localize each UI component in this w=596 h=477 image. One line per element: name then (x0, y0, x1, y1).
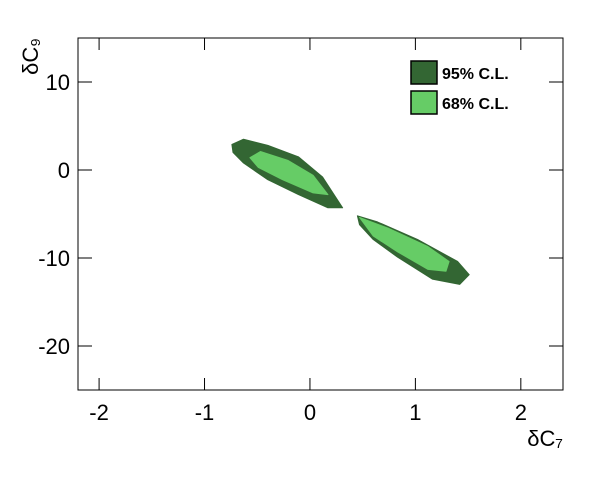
y-tick-label: -10 (38, 246, 70, 271)
y-tick-label: 0 (58, 158, 70, 183)
x-tick-label: -2 (89, 400, 109, 425)
x-tick-label: 1 (409, 400, 421, 425)
x-tick-label: -1 (195, 400, 215, 425)
legend-swatch (410, 60, 438, 85)
y-tick-label: 10 (46, 70, 70, 95)
x-tick-label: 0 (304, 400, 316, 425)
legend-label: 68% C.L. (442, 96, 509, 113)
legend-swatch (410, 90, 438, 115)
legend-label: 95% C.L. (442, 66, 509, 83)
contour-region (359, 217, 450, 272)
plot-frame (77, 37, 564, 391)
x-tick-label: 2 (515, 400, 527, 425)
x-axis-label: δC₇ (527, 426, 563, 451)
y-tick-label: -20 (38, 334, 70, 359)
contour-region (249, 151, 329, 196)
y-axis-label: δC₉ (18, 38, 43, 75)
